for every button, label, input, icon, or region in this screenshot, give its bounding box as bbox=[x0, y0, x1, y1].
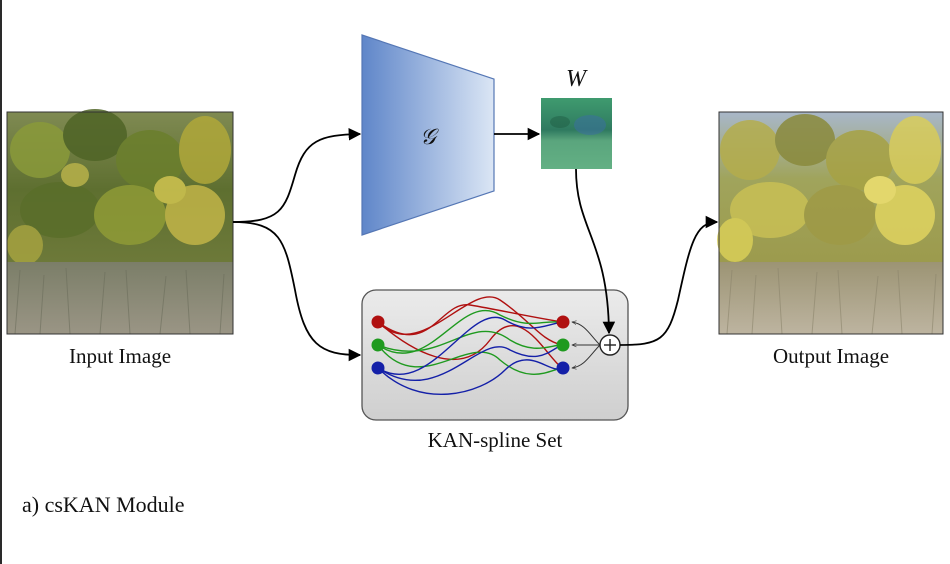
input-image-label: Input Image bbox=[69, 344, 171, 368]
frame-border bbox=[0, 0, 2, 564]
kan-spline-label: KAN-spline Set bbox=[428, 428, 563, 452]
sum-feedback-arrows bbox=[572, 322, 601, 368]
kan-spline-box bbox=[361, 289, 629, 421]
input-image bbox=[6, 109, 234, 335]
output-image-label: Output Image bbox=[773, 344, 889, 368]
input-node-red bbox=[371, 315, 385, 329]
arrow-weight-to-sum bbox=[575, 168, 616, 335]
arrow-input-to-generator bbox=[232, 127, 362, 223]
sum-node bbox=[599, 334, 621, 356]
output-node-blue bbox=[556, 361, 570, 375]
input-node-green bbox=[371, 338, 385, 352]
module-title: a) csKAN Module bbox=[22, 492, 185, 517]
output-node-red bbox=[556, 315, 570, 329]
arrow-input-to-kan bbox=[232, 221, 362, 362]
arrow-sum-to-output bbox=[619, 215, 719, 346]
input-node-blue bbox=[371, 361, 385, 375]
weight-label: W bbox=[566, 66, 588, 92]
flow-arrows bbox=[232, 127, 719, 362]
weight-map: W bbox=[541, 66, 612, 169]
generator-symbol: 𝒢 bbox=[420, 124, 439, 149]
output-node-green bbox=[556, 338, 570, 352]
output-image bbox=[717, 111, 944, 335]
generator-block: 𝒢 bbox=[361, 34, 495, 236]
spline-curves bbox=[377, 296, 563, 396]
